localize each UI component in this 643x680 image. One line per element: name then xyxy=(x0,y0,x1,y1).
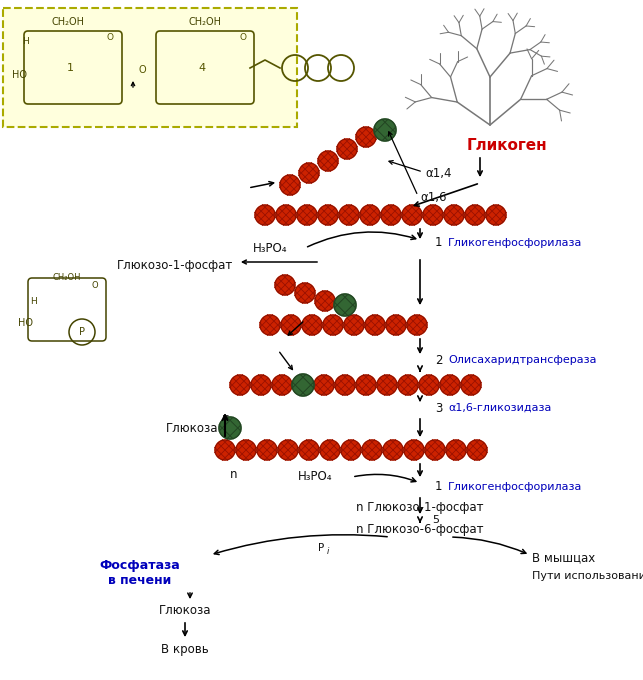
Circle shape xyxy=(302,315,322,335)
Circle shape xyxy=(272,375,292,395)
Circle shape xyxy=(440,375,460,395)
Text: Гликогенфосфорилаза: Гликогенфосфорилаза xyxy=(448,238,583,248)
FancyBboxPatch shape xyxy=(3,8,297,127)
Circle shape xyxy=(334,294,356,316)
Circle shape xyxy=(219,417,241,439)
Circle shape xyxy=(299,440,319,460)
Circle shape xyxy=(260,315,280,335)
Text: α1,6: α1,6 xyxy=(420,190,446,203)
Text: O: O xyxy=(239,33,246,42)
Text: i: i xyxy=(327,547,329,556)
Circle shape xyxy=(339,205,359,225)
Text: Глюкоза: Глюкоза xyxy=(159,604,212,617)
Circle shape xyxy=(425,440,445,460)
Text: CH₂OH: CH₂OH xyxy=(188,17,221,27)
Circle shape xyxy=(278,440,298,460)
Text: 1: 1 xyxy=(435,481,442,494)
Circle shape xyxy=(315,291,335,311)
Circle shape xyxy=(404,440,424,460)
Text: Глюкозо-1-фосфат: Глюкозо-1-фосфат xyxy=(117,258,233,271)
Text: O: O xyxy=(107,33,114,42)
Text: Фосфатаза: Фосфатаза xyxy=(100,558,181,571)
Circle shape xyxy=(314,375,334,395)
Text: 2: 2 xyxy=(435,354,442,367)
Text: H: H xyxy=(30,298,37,307)
Circle shape xyxy=(419,375,439,395)
Circle shape xyxy=(318,205,338,225)
Text: CH₂OH: CH₂OH xyxy=(51,17,84,27)
Text: Олисахаридтрансфераза: Олисахаридтрансфераза xyxy=(448,355,597,365)
Circle shape xyxy=(275,275,295,295)
Text: O: O xyxy=(92,282,98,290)
Text: n Глюкозо-6-фосфат: n Глюкозо-6-фосфат xyxy=(356,524,484,537)
Text: Гликоген: Гликоген xyxy=(467,137,548,152)
Circle shape xyxy=(365,315,385,335)
Text: 1: 1 xyxy=(66,63,73,73)
Text: Глюкоза: Глюкоза xyxy=(165,422,218,435)
Circle shape xyxy=(407,315,427,335)
Text: В мышцах: В мышцах xyxy=(532,551,595,564)
Text: CH₂OH: CH₂OH xyxy=(53,273,81,282)
Text: Гликогенфосфорилаза: Гликогенфосфорилаза xyxy=(448,482,583,492)
Circle shape xyxy=(356,127,376,147)
Circle shape xyxy=(341,440,361,460)
Circle shape xyxy=(386,315,406,335)
Circle shape xyxy=(255,205,275,225)
Circle shape xyxy=(292,374,314,396)
Circle shape xyxy=(467,440,487,460)
Text: 3: 3 xyxy=(435,401,442,415)
Circle shape xyxy=(377,375,397,395)
Circle shape xyxy=(374,119,396,141)
Text: HO: HO xyxy=(18,318,33,328)
Text: n Глюкозо-1-фосфат: n Глюкозо-1-фосфат xyxy=(356,500,484,513)
Text: H: H xyxy=(22,37,29,46)
Text: 5: 5 xyxy=(432,515,439,525)
Text: Пути использования: Пути использования xyxy=(532,571,643,581)
Circle shape xyxy=(446,440,466,460)
Circle shape xyxy=(335,375,355,395)
Text: HO: HO xyxy=(12,70,27,80)
Circle shape xyxy=(299,163,319,183)
Circle shape xyxy=(423,205,443,225)
Circle shape xyxy=(444,205,464,225)
Text: P: P xyxy=(318,543,324,553)
Text: P: P xyxy=(79,327,85,337)
Circle shape xyxy=(362,440,382,460)
Text: В кровь: В кровь xyxy=(161,643,209,656)
Circle shape xyxy=(215,440,235,460)
Circle shape xyxy=(465,205,485,225)
Text: n: n xyxy=(230,469,237,481)
Circle shape xyxy=(251,375,271,395)
Circle shape xyxy=(381,205,401,225)
Circle shape xyxy=(281,315,301,335)
Circle shape xyxy=(297,205,317,225)
Circle shape xyxy=(461,375,481,395)
Circle shape xyxy=(486,205,506,225)
Text: O: O xyxy=(138,65,146,75)
Circle shape xyxy=(280,175,300,195)
Circle shape xyxy=(337,139,357,159)
Circle shape xyxy=(356,375,376,395)
Text: 4: 4 xyxy=(199,63,206,73)
Circle shape xyxy=(318,151,338,171)
Circle shape xyxy=(295,283,315,303)
Text: α1,6-гликозидаза: α1,6-гликозидаза xyxy=(448,403,552,413)
Text: H₃PO₄: H₃PO₄ xyxy=(253,241,287,254)
Circle shape xyxy=(257,440,277,460)
Circle shape xyxy=(344,315,364,335)
Circle shape xyxy=(402,205,422,225)
Circle shape xyxy=(323,315,343,335)
Text: 1: 1 xyxy=(435,237,442,250)
Circle shape xyxy=(383,440,403,460)
Circle shape xyxy=(230,375,250,395)
Text: H₃PO₄: H₃PO₄ xyxy=(298,471,332,483)
Circle shape xyxy=(360,205,380,225)
Circle shape xyxy=(293,375,313,395)
Circle shape xyxy=(276,205,296,225)
Text: α1,4: α1,4 xyxy=(425,167,451,180)
Circle shape xyxy=(320,440,340,460)
Text: в печени: в печени xyxy=(109,573,172,586)
Circle shape xyxy=(236,440,256,460)
Circle shape xyxy=(398,375,418,395)
